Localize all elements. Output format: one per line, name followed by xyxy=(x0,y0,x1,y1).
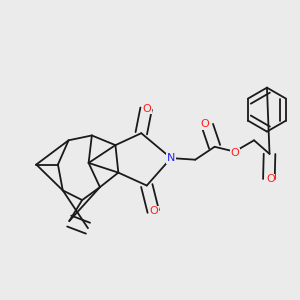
Text: O: O xyxy=(266,174,275,184)
Text: N: N xyxy=(167,153,175,163)
Text: O: O xyxy=(200,119,209,129)
Text: O: O xyxy=(149,206,158,216)
Text: O: O xyxy=(230,148,239,158)
Text: O: O xyxy=(142,103,151,114)
